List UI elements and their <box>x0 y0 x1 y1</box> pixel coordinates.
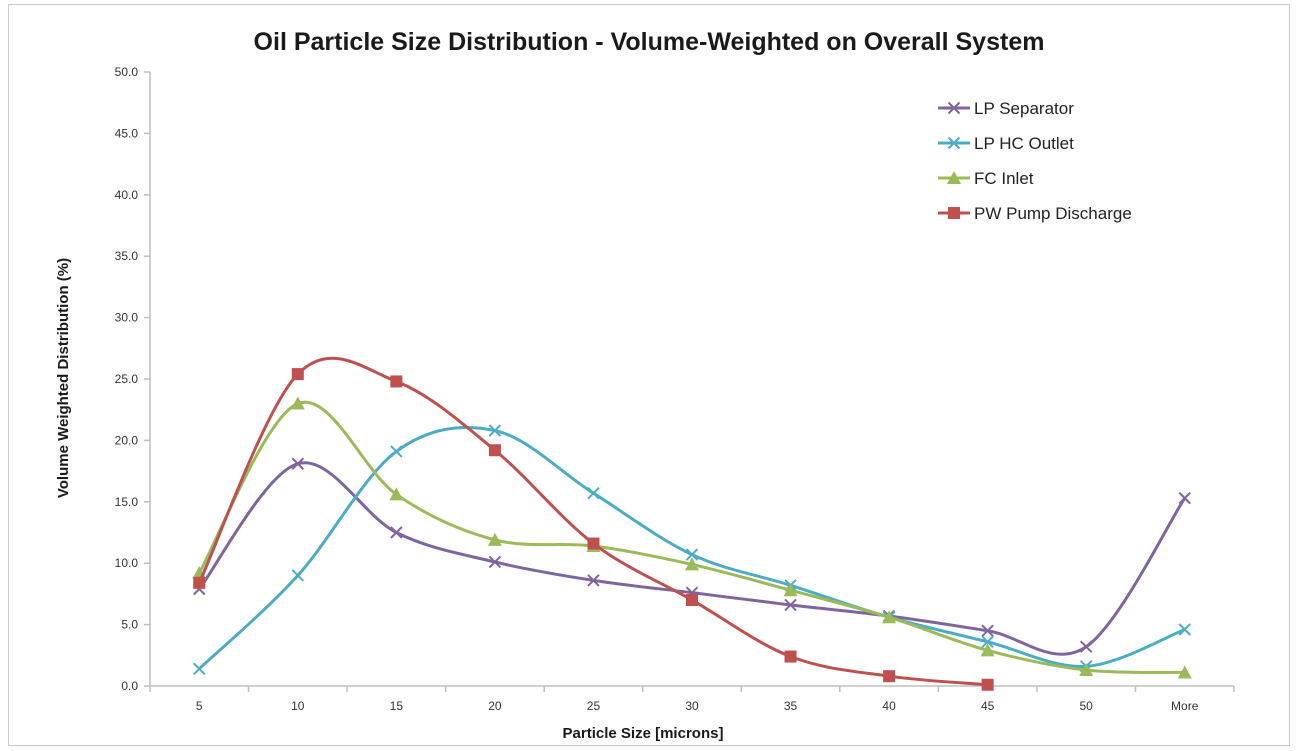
data-point-fc-inlet <box>685 557 699 571</box>
data-point-fc-inlet <box>783 583 798 597</box>
y-tick-label: 40.0 <box>115 188 139 202</box>
y-tick-label: 45.0 <box>115 126 139 140</box>
x-tick-label: 35 <box>784 699 798 713</box>
chart-title: Oil Particle Size Distribution - Volume-… <box>254 28 1045 56</box>
y-tick-label: 25.0 <box>115 372 139 386</box>
data-point-lp-hc-outlet <box>193 662 206 676</box>
data-point-fc-inlet <box>1079 663 1094 677</box>
legend-marker <box>947 171 961 184</box>
x-tick-label: More <box>1171 699 1199 713</box>
data-point-pw-pump-discharge <box>390 375 403 388</box>
data-point-fc-inlet <box>980 643 995 657</box>
data-point-lp-hc-outlet <box>291 569 305 582</box>
y-tick-label: 50.0 <box>115 65 139 79</box>
data-point-lp-separator <box>291 457 305 470</box>
x-tick-label: 25 <box>587 699 601 713</box>
data-point-lp-hc-outlet <box>1178 623 1191 636</box>
y-tick-label: 35.0 <box>115 249 139 263</box>
legend-marker <box>948 207 960 219</box>
series-line-lp-hc-outlet <box>197 425 1187 671</box>
legend-item-pw-pump-discharge: PW Pump Discharge <box>938 204 1132 223</box>
legend-label: LP HC Outlet <box>974 134 1074 153</box>
data-point-pw-pump-discharge <box>488 444 501 457</box>
data-point-lp-separator <box>587 574 600 587</box>
y-tick-label: 20.0 <box>115 433 139 447</box>
series-fc-inlet <box>192 396 1192 679</box>
y-tick-label: 15.0 <box>115 495 139 509</box>
data-point-lp-hc-outlet <box>488 424 502 437</box>
legend-item-fc-inlet: FC Inlet <box>938 169 1034 188</box>
series-group <box>192 356 1192 691</box>
y-tick-label: 10.0 <box>115 556 139 570</box>
data-point-lp-hc-outlet <box>587 486 600 500</box>
data-point-pw-pump-discharge <box>784 650 797 663</box>
series-lp-hc-outlet <box>193 424 1191 676</box>
y-tick-label: 5.0 <box>121 618 138 632</box>
y-axis-title: Volume Weighted Distribution (%) <box>55 258 72 498</box>
data-point-lp-separator <box>1079 640 1093 653</box>
x-tick-label: 15 <box>390 699 404 713</box>
data-point-lp-separator <box>488 555 502 569</box>
data-point-pw-pump-discharge <box>686 594 698 607</box>
data-point-lp-separator <box>390 526 403 539</box>
x-tick-group: 5 10 15 20 25 30 35 40 45 50 More <box>149 686 1235 713</box>
x-tick-label: 45 <box>981 699 995 713</box>
legend-label: FC Inlet <box>974 169 1034 188</box>
data-point-pw-pump-discharge <box>291 368 304 381</box>
x-tick-label: 20 <box>488 699 502 713</box>
data-point-pw-pump-discharge <box>587 537 600 550</box>
data-point-fc-inlet <box>290 396 305 410</box>
data-point-lp-separator <box>1178 491 1191 505</box>
legend-marker <box>947 136 961 150</box>
legend: LP Separator LP HC Outlet FC Inlet PW Pump … <box>938 99 1132 223</box>
data-point-pw-pump-discharge <box>981 678 994 691</box>
legend-label: PW Pump Discharge <box>974 204 1132 223</box>
data-point-fc-inlet <box>487 532 502 546</box>
data-point-fc-inlet <box>389 487 404 501</box>
legend-item-lp-hc-outlet: LP HC Outlet <box>938 134 1074 153</box>
chart-frame <box>8 4 1290 746</box>
data-point-lp-separator <box>784 598 797 612</box>
x-tick-label: 40 <box>882 699 896 713</box>
x-tick-label: 30 <box>685 699 699 713</box>
y-tick-group: 0.0 5.0 10.0 15.0 20.0 25.0 30.0 35.0 40.0 45.0 50… <box>115 65 150 693</box>
data-point-lp-hc-outlet <box>981 635 994 648</box>
x-tick-label: 10 <box>291 699 305 713</box>
data-point-lp-separator <box>981 624 994 637</box>
y-tick-label: 0.0 <box>121 679 138 693</box>
data-point-lp-hc-outlet <box>390 445 403 458</box>
legend-label: LP Separator <box>974 99 1074 118</box>
data-point-fc-inlet <box>1177 665 1192 679</box>
legend-marker <box>947 101 961 115</box>
data-point-fc-inlet <box>882 610 897 624</box>
data-point-pw-pump-discharge <box>883 670 896 683</box>
y-tick-label: 30.0 <box>115 311 139 325</box>
x-tick-label: 5 <box>196 699 203 713</box>
data-point-pw-pump-discharge <box>193 576 206 589</box>
x-axis-title: Particle Size [microns] <box>563 725 724 742</box>
data-point-lp-hc-outlet <box>685 548 699 561</box>
legend-item-lp-separator: LP Separator <box>938 99 1074 118</box>
series-pw-pump-discharge <box>193 356 994 691</box>
series-line-fc-inlet <box>197 400 1187 675</box>
x-tick-label: 50 <box>1080 699 1094 713</box>
